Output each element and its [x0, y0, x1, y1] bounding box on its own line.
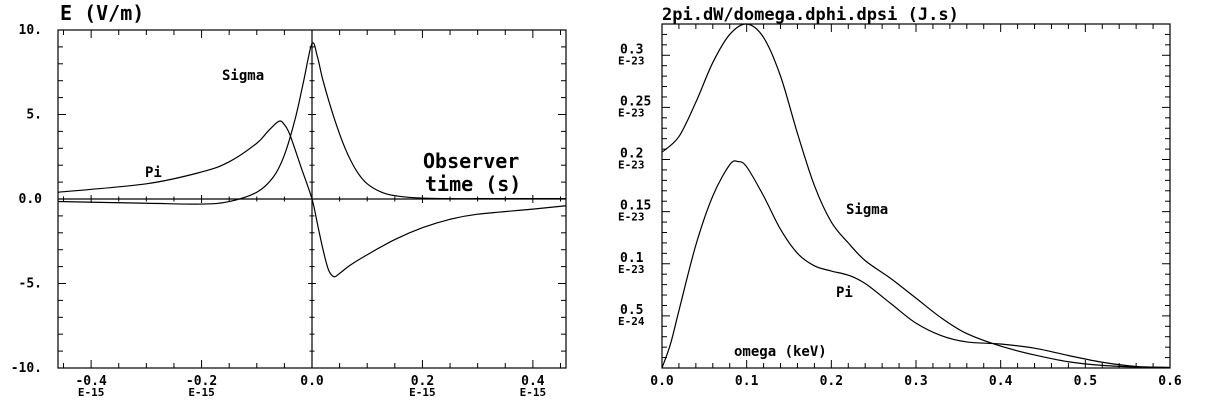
right-y-tick-label: 0.1: [620, 251, 644, 266]
right-x-tick-label: 0.6: [1158, 374, 1182, 389]
left-chart: E (V/m) 10.5.0.0-5.-10.-0.4E-15-0.2E-150…: [11, 1, 567, 399]
right-series-sigma-line: [661, 23, 1171, 369]
right-y-tick-exponent: E-23: [618, 263, 645, 276]
right-x-tick-label: 0.2: [820, 374, 843, 389]
left-x-tick-exponent: E-15: [409, 386, 436, 399]
right-chart: 2pi.dW/domega.dphi.dpsi (J.s) 0.3E-230.2…: [618, 5, 1182, 389]
left-ticks: 10.5.0.0-5.-10.-0.4E-15-0.2E-150.0 0.2E-1…: [11, 23, 566, 399]
right-y-tick-exponent: E-23: [618, 211, 645, 224]
left-y-tick-label: 10.: [19, 23, 42, 38]
right-y-tick-exponent: E-23: [618, 54, 645, 67]
right-x-tick-label: 0.3: [904, 374, 927, 389]
right-y-tick-label: 0.3: [620, 42, 643, 57]
left-x-tick-exponent: E-15: [520, 386, 547, 399]
right-series-label-sigma: Sigma: [846, 202, 888, 218]
right-chart-title: 2pi.dW/domega.dphi.dpsi (J.s): [662, 5, 959, 25]
left-series-label-sigma: Sigma: [222, 68, 264, 84]
left-x-tick-exponent: E-15: [188, 386, 215, 399]
right-series-pi-line: [661, 160, 1171, 369]
right-xlabel: omega (keV): [734, 344, 827, 360]
left-x-tick-exponent: E-15: [78, 386, 105, 399]
right-x-tick-label: 0.4: [989, 374, 1013, 389]
left-series-sigma-line: [57, 42, 566, 205]
right-plot-frame: [661, 23, 1171, 369]
left-x-tick-label: 0.0: [300, 374, 324, 389]
left-x-tick-label: 0.2: [411, 374, 434, 389]
left-plot-frame: [57, 29, 567, 369]
right-y-tick-label: 0.25: [620, 94, 651, 109]
left-series-pi-line: [57, 120, 567, 278]
right-y-tick-exponent: E-23: [618, 159, 645, 172]
left-x-tick-label: -0.2: [186, 374, 217, 389]
right-y-tick-label: 0.15: [620, 199, 651, 214]
right-ticks: 0.3E-230.25E-230.2E-230.15E-230.1E-230.5…: [618, 23, 1182, 389]
left-y-tick-label: 0.0: [19, 192, 43, 207]
left-chart-title: E (V/m): [60, 1, 144, 25]
left-series-label-pi: Pi: [145, 165, 162, 181]
left-xlabel-line1: Observer: [423, 149, 519, 173]
left-x-tick-label: -0.4: [75, 374, 106, 389]
left-x-tick-label: 0.4: [521, 374, 545, 389]
left-curves: [57, 42, 567, 278]
left-y-tick-label: -5.: [19, 277, 42, 292]
left-y-tick-label: -10.: [11, 361, 42, 376]
right-series-label-pi: Pi: [836, 285, 853, 301]
right-x-tick-label: 0.1: [735, 374, 759, 389]
left-xlabel-line2: time (s): [425, 172, 521, 196]
right-curves: [661, 23, 1171, 369]
right-y-tick-label: 0.5: [620, 303, 643, 318]
left-y-tick-label: 5.: [26, 108, 42, 123]
right-y-tick-label: 0.2: [620, 147, 643, 162]
right-y-tick-exponent: E-23: [618, 106, 645, 119]
right-y-tick-exponent: E-24: [618, 315, 645, 328]
right-x-tick-label: 0.5: [1074, 374, 1097, 389]
right-x-tick-label: 0.0: [650, 374, 674, 389]
